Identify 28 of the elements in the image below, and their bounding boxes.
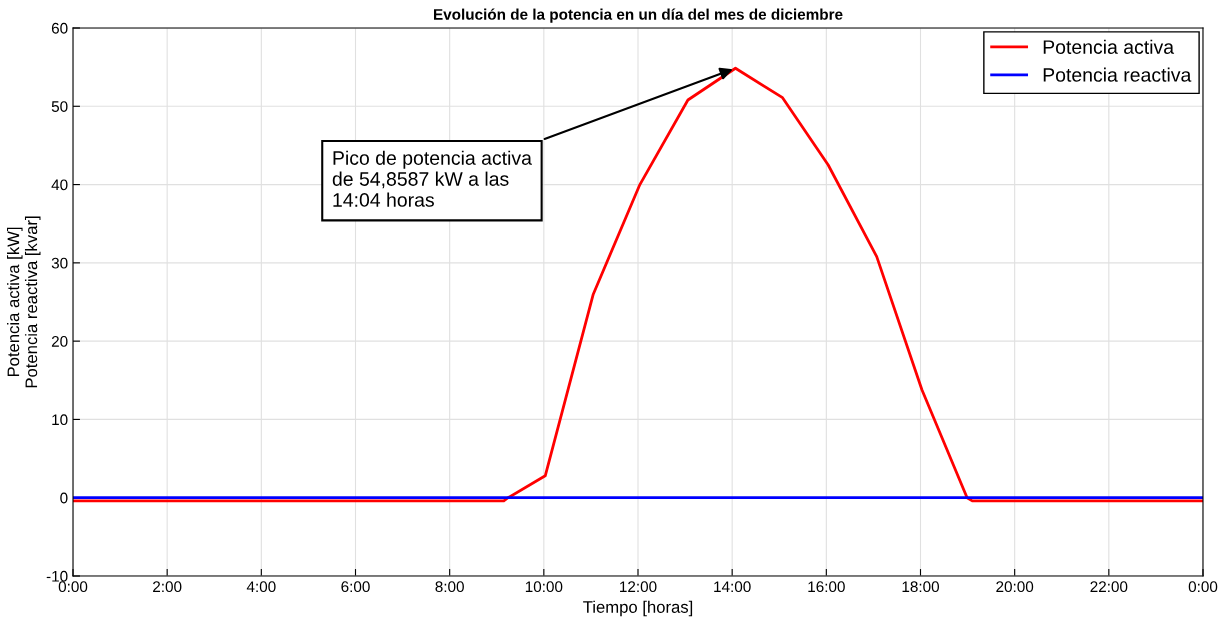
x-tick-label: 2:00 (153, 581, 182, 593)
y-tick-label: 50 (51, 101, 68, 112)
line-series (73, 66, 1203, 503)
y-tick-label: 20 (51, 336, 68, 347)
y-axis-title: Potencia activa [kW] Potencia reactiva [kvar] (7, 216, 41, 388)
y-tick-label: 40 (51, 179, 68, 191)
legend-label: Potencia activa (1043, 39, 1175, 54)
x-tick-label: 0:00 (58, 581, 88, 593)
x-tick-label: 16:00 (808, 581, 845, 593)
y-tick-label: 30 (51, 257, 68, 269)
x-tick-label: 14:00 (714, 581, 751, 593)
y-tick-label: -10 (46, 570, 68, 582)
x-tick-label: 22:00 (1090, 581, 1128, 593)
legend-label: Potencia reactiva (1043, 67, 1192, 82)
x-tick-label: 20:00 (996, 581, 1034, 593)
x-tick-label: 8:00 (435, 581, 464, 593)
x-tick-label: 10:00 (525, 581, 563, 593)
x-tick-label: 18:00 (902, 581, 940, 593)
chart-title: Evolución de la potencia en un día del mes de diciembre (434, 8, 843, 23)
x-tick-label: 6:00 (341, 581, 370, 593)
x-tick-label: 0:00 (1188, 581, 1218, 593)
y-tick-label: 10 (52, 414, 68, 426)
y-tick-label: 0 (60, 492, 68, 504)
x-tick-label: 12:00 (620, 581, 657, 593)
y-tick-label: 60 (51, 22, 68, 34)
x-tick-label: 4:00 (246, 581, 276, 593)
annotation: Pico de potencia activa de 54,8587 kW a las 14:04 horas (332, 150, 532, 207)
x-axis-title: Tiempo [horas] (583, 600, 693, 617)
